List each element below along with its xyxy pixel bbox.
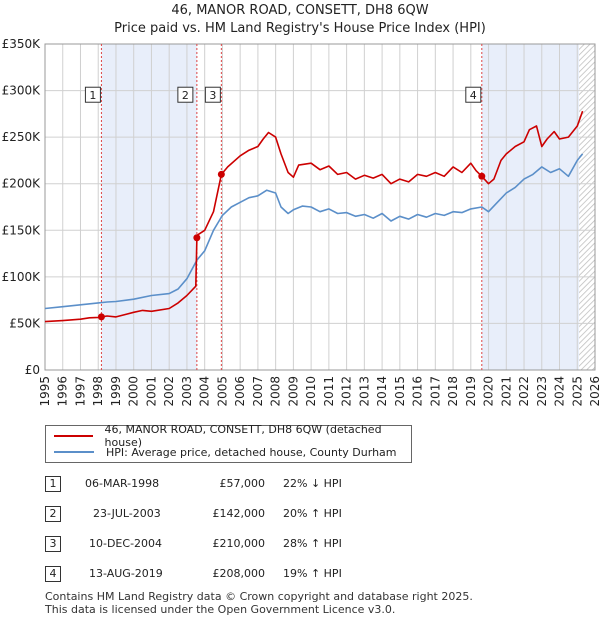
transaction-date: 10-DEC-2004: [89, 537, 163, 550]
x-tick-label: 2003: [180, 376, 194, 407]
footer-copyright: Contains HM Land Registry data © Crown c…: [45, 590, 473, 603]
transaction-hpi-diff: 22% ↓ HPI: [283, 477, 342, 490]
legend-label-property: 46, MANOR ROAD, CONSETT, DH8 6QW (detach…: [104, 423, 382, 449]
legend: 46, MANOR ROAD, CONSETT, DH8 6QW (detach…: [45, 423, 412, 463]
ownership-shade: [481, 44, 595, 370]
x-tick-label: 2021: [499, 376, 513, 407]
x-tick-label: 2016: [411, 376, 425, 407]
sale-label-text: 3: [209, 89, 216, 102]
x-tick-label: 2018: [446, 376, 460, 407]
x-tick-label: 2024: [553, 376, 567, 407]
y-tick-label: £350K: [2, 37, 42, 51]
x-tick-label: 2004: [198, 376, 212, 407]
x-tick-label: 1998: [91, 376, 105, 407]
price-chart: £0 £50K £100K £150K £200K £250K £300K £350K 1995…: [2, 37, 600, 407]
transaction-badge: 1: [45, 476, 61, 492]
series-line-hpi: [44, 153, 584, 310]
transaction-price: £57,000: [219, 477, 266, 490]
transaction-row: 4 13-AUG-2019 £208,000 19% ↑ HPI: [45, 566, 585, 584]
sale-label-box: [84, 86, 101, 103]
legend-entry-property: 46, MANOR ROAD, CONSETT, DH8 6QW (detach…: [54, 423, 411, 449]
transaction-row: 3 10-DEC-2004 £210,000 28% ↑ HPI: [45, 536, 585, 554]
transaction-price: £208,000: [212, 567, 266, 580]
sale-point: [97, 313, 105, 321]
y-tick-label: £200K: [2, 177, 42, 191]
x-tick-label: 2012: [340, 376, 354, 407]
legend-swatch-hpi: [54, 451, 94, 453]
y-tick-label: £100K: [2, 270, 42, 284]
transaction-price: £210,000: [212, 537, 266, 550]
x-tick-label: 2017: [428, 376, 442, 407]
x-tick-label: 2014: [375, 376, 389, 407]
x-tick-label: 2022: [517, 376, 531, 407]
transaction-price: £142,000: [212, 507, 266, 520]
x-tick-label: 1999: [109, 376, 123, 407]
transaction-date: 06-MAR-1998: [85, 477, 160, 490]
x-tick-label: 2005: [215, 376, 229, 407]
x-tick-label: 2002: [162, 376, 176, 407]
x-tick-label: 1997: [73, 376, 87, 407]
sale-point: [217, 170, 225, 178]
transaction-badge: 2: [45, 506, 61, 522]
transaction-badge: 4: [45, 566, 61, 582]
series-line-property: [44, 110, 584, 323]
plot-border: [44, 43, 596, 371]
y-tick-label: £300K: [2, 84, 42, 98]
transaction-row: 2 23-JUL-2003 £142,000 20% ↑ HPI: [45, 506, 585, 524]
sale-label-text: 4: [470, 89, 477, 102]
x-tick-label: 1996: [56, 376, 70, 407]
sale-label-text: 2: [182, 89, 189, 102]
x-tick-label: 2000: [127, 376, 141, 407]
sale-label-box: [465, 86, 482, 103]
legend-entry-hpi: HPI: Average price, detached house, Coun…: [54, 445, 397, 459]
x-tick-label: 2010: [304, 376, 318, 407]
sale-point: [478, 172, 486, 180]
x-tick-label: 2015: [393, 376, 407, 407]
sale-point: [193, 234, 201, 242]
chart-subtitle: Price paid vs. HM Land Registry's House …: [114, 21, 486, 36]
legend-label-hpi: HPI: Average price, detached house, Coun…: [106, 445, 397, 459]
transaction-badge: 3: [45, 536, 61, 552]
x-tick-label: 1995: [38, 376, 52, 407]
footer: Contains HM Land Registry data © Crown c…: [45, 590, 473, 616]
future-hatch: [579, 44, 595, 370]
x-tick-label: 2011: [322, 376, 336, 407]
x-tick-label: 2001: [144, 376, 158, 407]
x-tick-label: 2013: [357, 376, 371, 407]
legend-swatch-property: [54, 435, 93, 437]
x-tick-label: 2009: [286, 376, 300, 407]
transaction-date: 13-AUG-2019: [89, 567, 163, 580]
sale-label-box: [177, 86, 194, 103]
y-tick-label: £50K: [9, 316, 41, 330]
x-tick-label: 2006: [233, 376, 247, 407]
x-tick-label: 2007: [251, 376, 265, 407]
transaction-hpi-diff: 28% ↑ HPI: [283, 537, 342, 550]
x-tick-label: 2023: [535, 376, 549, 407]
transaction-hpi-diff: 19% ↑ HPI: [283, 567, 342, 580]
sale-label-text: 1: [89, 89, 96, 102]
x-tick-label: 2026: [588, 376, 600, 407]
y-tick-label: £250K: [2, 130, 42, 144]
x-tick-label: 2020: [482, 376, 496, 407]
y-tick-label: £150K: [2, 223, 42, 237]
transaction-row: 1 06-MAR-1998 £57,000 22% ↓ HPI: [45, 476, 585, 494]
sale-label-box: [204, 86, 221, 103]
y-tick-label: £0: [25, 363, 40, 377]
chart-title-address: 46, MANOR ROAD, CONSETT, DH8 6QW: [171, 3, 429, 18]
transaction-hpi-diff: 20% ↑ HPI: [283, 507, 342, 520]
x-tick-label: 2019: [464, 376, 478, 407]
x-tick-label: 2025: [570, 376, 584, 407]
transaction-date: 23-JUL-2003: [93, 507, 161, 520]
footer-license: This data is licensed under the Open Gov…: [45, 603, 396, 616]
x-tick-label: 2008: [269, 376, 283, 407]
